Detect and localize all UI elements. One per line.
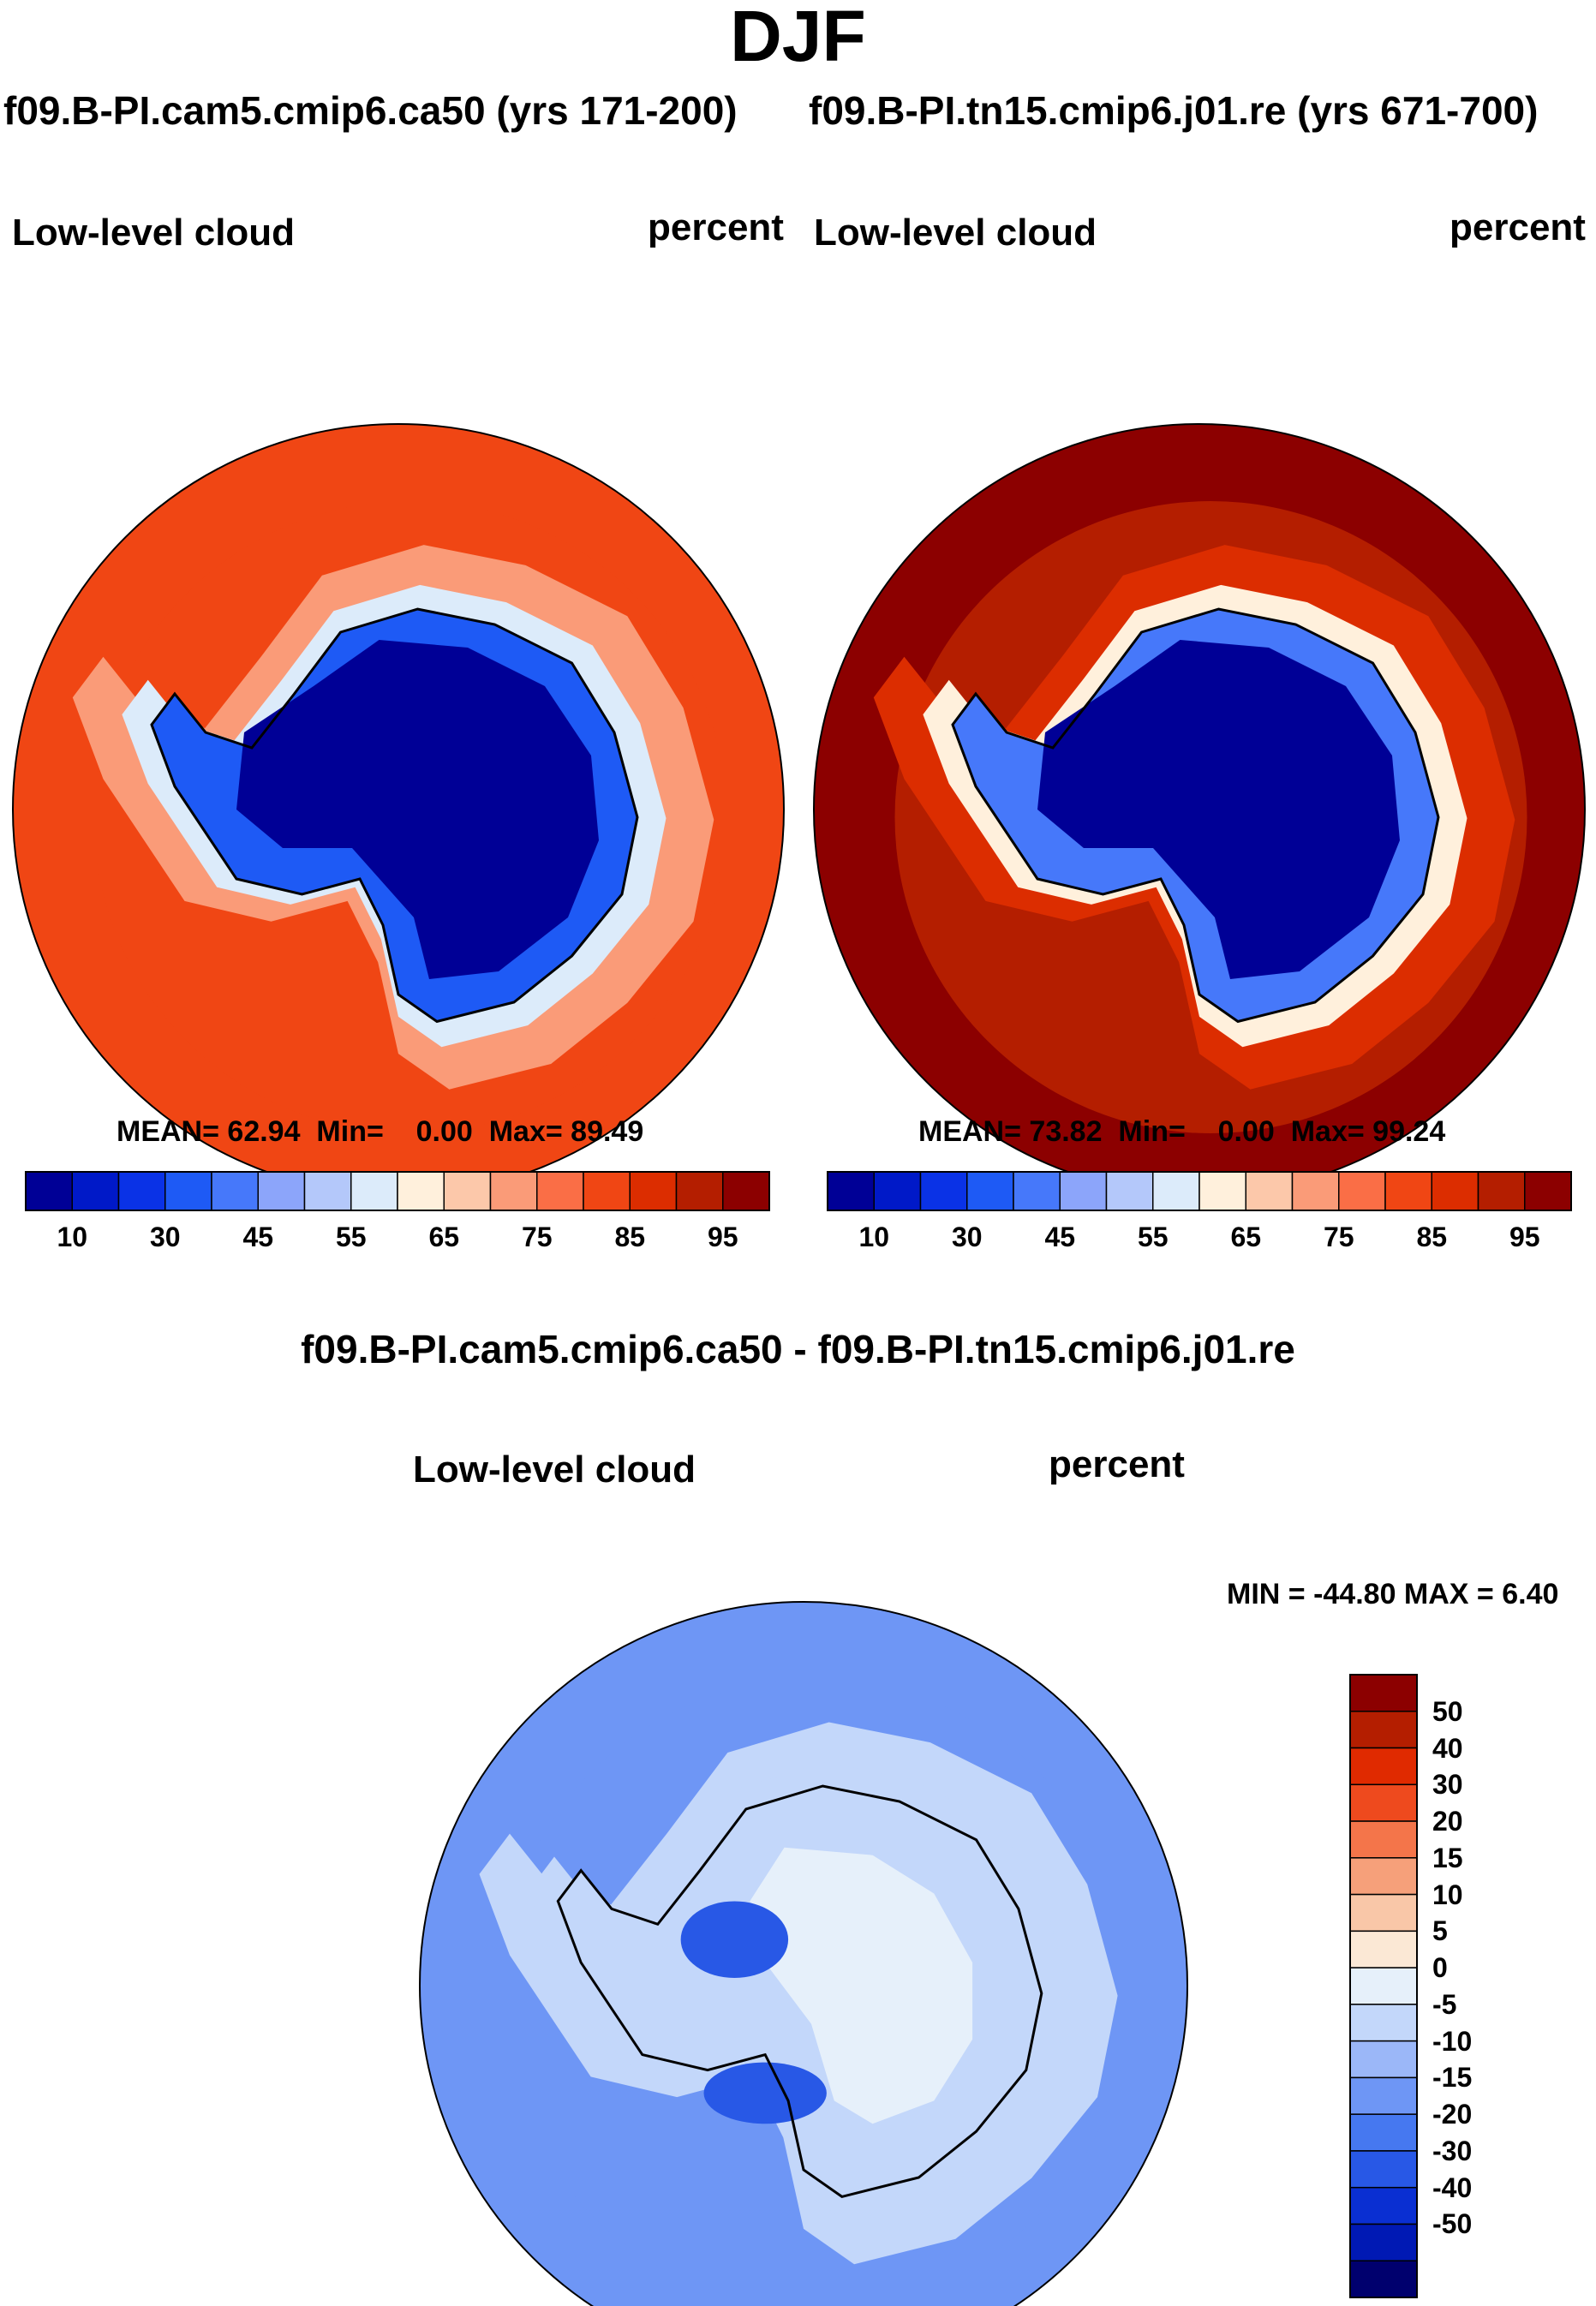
- panel3-colorbar-box: [1349, 2113, 1418, 2152]
- panel3-colorbar-box: [1349, 1711, 1418, 1749]
- panel3-colorbar-box: [1349, 2040, 1418, 2079]
- panel2-colorbar-tick-label: 75: [1323, 1222, 1354, 1252]
- panel2-colorbar-box: [1338, 1171, 1386, 1211]
- panel3-colorbar-tick-label: -5: [1432, 1988, 1457, 2020]
- panel1-colorbar-box: [257, 1171, 306, 1211]
- panel1-colorbar-tick-label: 75: [521, 1222, 553, 1252]
- panel3-colorbar-frame: [1349, 1674, 1418, 2298]
- panel3-minmax-stats: MIN = -44.80 MAX = 6.40: [1227, 1578, 1559, 1610]
- panel3-colorbar-tick-label: 15: [1432, 1842, 1463, 1873]
- panel3-colorbar-tick-label: 50: [1432, 1695, 1463, 1727]
- panel1-min-label: Min=: [316, 1115, 384, 1148]
- panel2-mean-label: MEAN=: [918, 1115, 1021, 1148]
- panel3-colorbar-tick-label: -50: [1432, 2208, 1473, 2240]
- panel3-peninsula-sector-blob: [680, 1901, 789, 1979]
- panel1-mean-label: MEAN=: [117, 1115, 219, 1148]
- panel2-colorbar-box: [1524, 1171, 1572, 1211]
- panel3-colorbar-tick-label: 40: [1432, 1732, 1463, 1764]
- panel2-colorbar-tick-label: 55: [1137, 1222, 1169, 1252]
- panel2-colorbar-tick-label: 10: [858, 1222, 890, 1252]
- panel3-colorbar-box: [1349, 1857, 1418, 1896]
- panel1-colorbar-frame: [25, 1171, 770, 1211]
- panel1-max-value: 89.49: [571, 1115, 644, 1148]
- panel3-variable-label: Low-level cloud: [413, 1449, 696, 1491]
- panel3-ice-interior: [750, 1847, 973, 2124]
- panel3-colorbar-tick-label: -10: [1432, 2025, 1473, 2057]
- panel1-colorbar-tick-label: 65: [428, 1222, 460, 1252]
- panel2-variable-label: Low-level cloud: [814, 212, 1097, 254]
- panel2-coastline: [951, 607, 1440, 1024]
- panel1-colorbar-tick-label: 85: [614, 1222, 646, 1252]
- figure-title: DJF: [730, 0, 866, 76]
- panel1-case-title: f09.B-PI.cam5.cmip6.ca50 (yrs 171-200): [3, 88, 738, 133]
- panel1-ice-interior: [236, 640, 599, 979]
- panel1-units-label: percent: [648, 206, 784, 248]
- panel3-map-border: [419, 1601, 1188, 2306]
- panel1-coastline: [150, 607, 639, 1024]
- panel1-colorbar-tick-label: 95: [707, 1222, 738, 1252]
- panel3-colorbar-box: [1349, 1783, 1418, 1822]
- panel2-colorbar-box: [1152, 1171, 1200, 1211]
- panel3-colorbar-box: [1349, 2004, 1418, 2042]
- panel3-units-label: percent: [1049, 1443, 1185, 1485]
- panel2-colorbar-box: [1059, 1171, 1108, 1211]
- panel2-colorbar-tick-label: 65: [1230, 1222, 1262, 1252]
- panel3-colorbar-box: [1349, 2076, 1418, 2115]
- panel1-stats: MEAN= 62.94 Min= 0.00 Max= 89.49: [117, 1115, 643, 1148]
- panel3-colorbar-box: [1349, 1967, 1418, 2005]
- panel2-max-label: Max=: [1290, 1115, 1365, 1148]
- panel3-colorbar-box: [1349, 1674, 1418, 1712]
- panel2-colorbar-tick-label: 45: [1044, 1222, 1076, 1252]
- panel2-colorbar-frame: [827, 1171, 1572, 1211]
- panel2-colorbar-tick-label: 95: [1509, 1222, 1540, 1252]
- panel3-colorbar-box: [1349, 2186, 1418, 2225]
- panel1-colorbar-tick-label: 10: [57, 1222, 88, 1252]
- panel3-colorbar-tick-label: -30: [1432, 2135, 1473, 2166]
- panel3-ross-sector-blob: [703, 2062, 827, 2124]
- panel3-colorbar-box: [1349, 1820, 1418, 1859]
- panel3-colorbar-tick-label: -15: [1432, 2062, 1473, 2094]
- panel2-stats: MEAN= 73.82 Min= 0.00 Max= 99.24: [918, 1115, 1445, 1148]
- panel3-colorbar-box: [1349, 1747, 1418, 1786]
- panel3-title: f09.B-PI.cam5.cmip6.ca50 - f09.B-PI.tn15…: [301, 1327, 1295, 1371]
- panel2-max-value: 99.24: [1372, 1115, 1446, 1148]
- panel3-colorbar-tick-label: 20: [1432, 1806, 1463, 1837]
- panel3-colorbar-box: [1349, 1893, 1418, 1933]
- panel3-colorbar-box: [1349, 1930, 1418, 1968]
- panel3-colorbar-tick-label: 0: [1432, 1952, 1448, 1984]
- panel1-colorbar-tick-label: 45: [242, 1222, 274, 1252]
- panel2-colorbar-tick-label: 30: [951, 1222, 983, 1252]
- panel3-colorbar-box: [1349, 2223, 1418, 2261]
- panel1-colorbar-box: [629, 1171, 678, 1211]
- panel2-units-label: percent: [1450, 206, 1586, 248]
- panel3-coastline: [556, 1784, 1043, 2199]
- panel2-ice-interior: [1037, 640, 1400, 979]
- panel1-variable-label: Low-level cloud: [12, 212, 296, 254]
- panel1-min-value: 0.00: [415, 1115, 473, 1148]
- panel2-min-label: Min=: [1118, 1115, 1186, 1148]
- panel3-colorbar-tick-label: 5: [1432, 1915, 1448, 1947]
- panel2-min-value: 0.00: [1217, 1115, 1275, 1148]
- panel1-max-label: Max=: [488, 1115, 563, 1148]
- panel1-colorbar-tick-label: 55: [335, 1222, 367, 1252]
- panel1-mean-value: 62.94: [227, 1115, 301, 1148]
- panel3-colorbar-tick-label: 30: [1432, 1769, 1463, 1801]
- panel1-colorbar-box: [536, 1171, 584, 1211]
- panel3-colorbar-tick-label: -40: [1432, 2172, 1473, 2203]
- panel3-colorbar-tick-label: 10: [1432, 1879, 1463, 1910]
- panel2-mean-value: 73.82: [1029, 1115, 1103, 1148]
- panel3-colorbar-tick-label: -20: [1432, 2099, 1473, 2130]
- panel2-case-title: f09.B-PI.tn15.cmip6.j01.re (yrs 671-700): [809, 88, 1539, 133]
- panel3-colorbar-box: [1349, 2260, 1418, 2298]
- panel1-colorbar-tick-label: 30: [149, 1222, 181, 1252]
- panel3-colorbar-box: [1349, 2150, 1418, 2189]
- panel1-colorbar-box: [675, 1171, 724, 1211]
- panel2-colorbar-tick-label: 85: [1416, 1222, 1448, 1252]
- panel2-colorbar-box: [1477, 1171, 1526, 1211]
